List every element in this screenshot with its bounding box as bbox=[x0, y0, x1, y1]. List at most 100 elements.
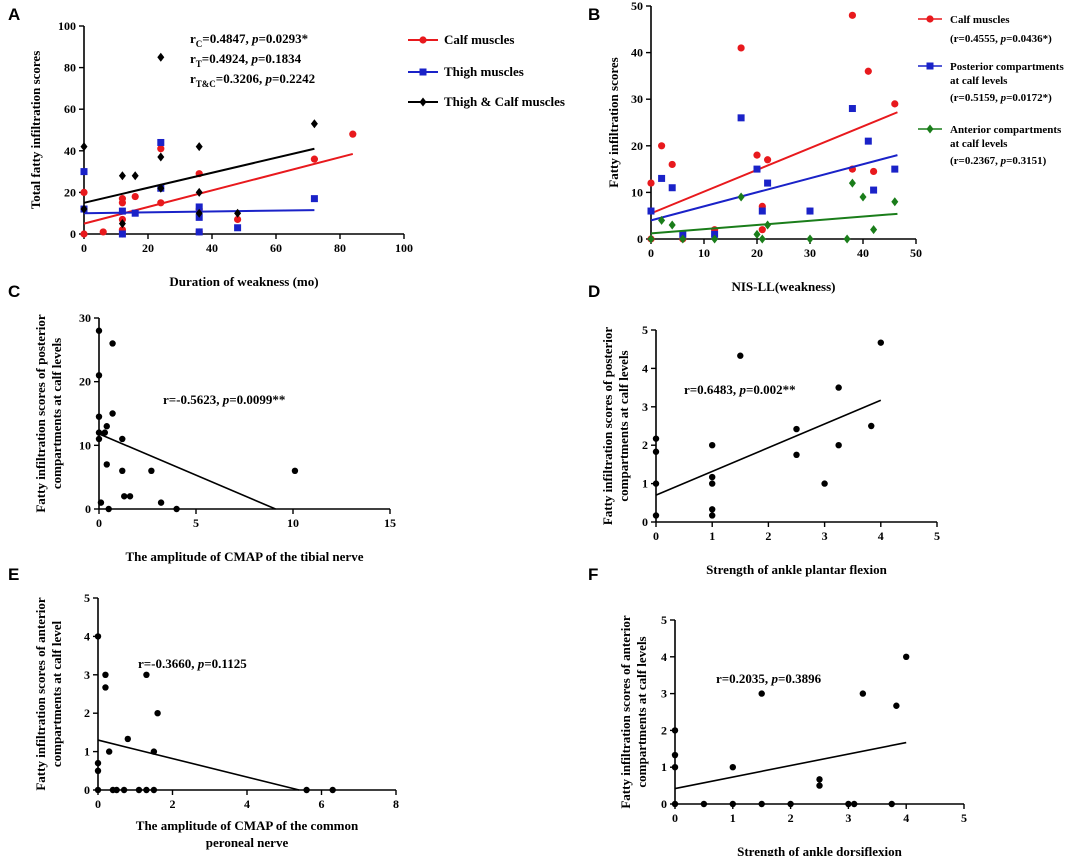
x-tick-label: 8 bbox=[393, 797, 399, 811]
annotation-r-value: =0.4847, bbox=[202, 31, 252, 46]
x-tick-label: 5 bbox=[961, 811, 967, 825]
data-point bbox=[758, 234, 766, 244]
y-tick-label: 60 bbox=[64, 102, 76, 116]
data-point bbox=[157, 152, 165, 162]
annotation-p-symbol: p bbox=[197, 656, 205, 671]
data-point bbox=[310, 155, 318, 163]
data-point bbox=[806, 234, 814, 244]
panel-label: E bbox=[8, 565, 19, 584]
y-tick-label: 100 bbox=[58, 19, 76, 33]
correlation-annotation: r=-0.5623, p=0.0099** bbox=[163, 392, 285, 407]
annotation-p-symbol: p bbox=[264, 71, 272, 86]
legend: Calf muscles(r=0.4555, p=0.0436*)Posteri… bbox=[918, 14, 1064, 167]
data-point bbox=[891, 100, 899, 108]
data-point bbox=[80, 230, 88, 238]
data-point bbox=[150, 786, 158, 794]
data-point bbox=[758, 800, 765, 808]
legend: Calf muscles Thigh muscles Thigh & Calf mu… bbox=[408, 32, 565, 109]
x-tick-label: 4 bbox=[244, 797, 250, 811]
y-axis-title: Total fatty infiltration scores bbox=[28, 51, 43, 210]
y-axis-title: compartments at calf levels bbox=[634, 636, 649, 787]
legend-stat-p-symbol: p bbox=[1000, 155, 1007, 167]
y-tick-label: 30 bbox=[631, 92, 643, 106]
data-point bbox=[95, 435, 103, 443]
data-point bbox=[848, 11, 857, 19]
x-tick-label: 1 bbox=[730, 811, 736, 825]
data-point bbox=[157, 199, 165, 207]
x-tick-label: 0 bbox=[648, 246, 654, 260]
annotation-p-symbol: p bbox=[770, 671, 778, 686]
annotation-r: r=-0.5623, bbox=[163, 392, 223, 407]
data-point bbox=[652, 448, 660, 455]
regression-line bbox=[655, 399, 882, 496]
data-point bbox=[329, 786, 336, 794]
x-tick-label: 10 bbox=[287, 516, 299, 530]
data-point bbox=[647, 179, 655, 187]
y-tick-label: 0 bbox=[85, 502, 91, 516]
y-tick-label: 2 bbox=[84, 706, 90, 720]
data-point bbox=[118, 230, 126, 238]
legend-stat-p-symbol: p bbox=[1000, 92, 1007, 104]
x-tick-label: 40 bbox=[206, 241, 218, 255]
data-point bbox=[349, 130, 357, 138]
x-tick-label: 4 bbox=[878, 529, 884, 543]
data-point bbox=[709, 473, 716, 481]
data-point bbox=[148, 467, 155, 474]
correlation-annotation: rT=0.4924, p=0.1834 bbox=[190, 51, 302, 69]
data-point bbox=[753, 151, 761, 159]
annotation-r: r=0.2035, bbox=[716, 671, 771, 686]
x-tick-label: 3 bbox=[822, 529, 828, 543]
annotation-p-value: =0.0293* bbox=[258, 31, 308, 46]
annotation-p-symbol: p bbox=[250, 51, 258, 66]
legend-label: at calf levels bbox=[950, 138, 1008, 150]
data-point bbox=[709, 442, 716, 449]
data-point bbox=[119, 467, 126, 474]
y-tick-label: 4 bbox=[84, 629, 90, 643]
data-point bbox=[835, 384, 842, 391]
data-point bbox=[310, 195, 318, 203]
data-point bbox=[80, 168, 88, 176]
data-point bbox=[668, 220, 676, 230]
data-point bbox=[711, 230, 719, 238]
data-point bbox=[868, 422, 875, 430]
panel-label: C bbox=[8, 282, 20, 301]
y-tick-label: 20 bbox=[631, 139, 643, 153]
x-tick-label: 15 bbox=[384, 516, 396, 530]
data-point bbox=[652, 435, 660, 442]
y-axis-title: Fatty infiltration scores of posterior bbox=[600, 327, 615, 526]
data-point bbox=[764, 156, 772, 164]
x-tick-label: 100 bbox=[395, 241, 413, 255]
x-tick-label: 60 bbox=[270, 241, 282, 255]
data-point bbox=[806, 207, 814, 215]
data-point bbox=[157, 52, 165, 62]
data-point bbox=[234, 224, 242, 232]
data-point bbox=[80, 204, 88, 214]
y-tick-label: 40 bbox=[64, 144, 76, 158]
annotation-p: =0.1125 bbox=[204, 656, 247, 671]
panel-a: A 0 20 40 60 80 100 0 20 40 60 80 100 Duration of wea… bbox=[8, 5, 565, 289]
data-point bbox=[157, 183, 165, 193]
x-tick-label: 0 bbox=[96, 516, 102, 530]
panel-f: F 0 1 2 3 4 5 0 1 2 3 4 5 Strength of ankle dorsiflex… bbox=[588, 565, 967, 856]
legend-label: Anterior compartments bbox=[950, 124, 1062, 136]
data-point bbox=[131, 192, 139, 201]
data-point bbox=[95, 372, 103, 379]
legend-label: at calf levels bbox=[950, 75, 1008, 87]
data-point bbox=[671, 800, 679, 808]
data-point bbox=[157, 499, 165, 506]
x-tick-label: 20 bbox=[751, 246, 763, 260]
x-tick-label: 3 bbox=[845, 811, 851, 825]
x-tick-label: 5 bbox=[193, 516, 199, 530]
data-point bbox=[758, 226, 766, 234]
annotation-p-value: =0.2242 bbox=[272, 71, 315, 86]
annotation-p-symbol: p bbox=[222, 392, 230, 407]
data-point bbox=[848, 178, 856, 188]
panel-b: B 0 10 20 30 40 50 0 10 20 30 40 50 NIS-LL(weakness) F… bbox=[588, 0, 1064, 294]
data-point bbox=[816, 776, 823, 783]
x-axis-title: Duration of weakness (mo) bbox=[169, 274, 318, 289]
panel-label: A bbox=[8, 5, 20, 24]
annotation-r: r=0.6483, bbox=[684, 382, 739, 397]
data-point bbox=[195, 208, 203, 218]
regression-line bbox=[98, 433, 276, 510]
data-point bbox=[737, 352, 744, 359]
